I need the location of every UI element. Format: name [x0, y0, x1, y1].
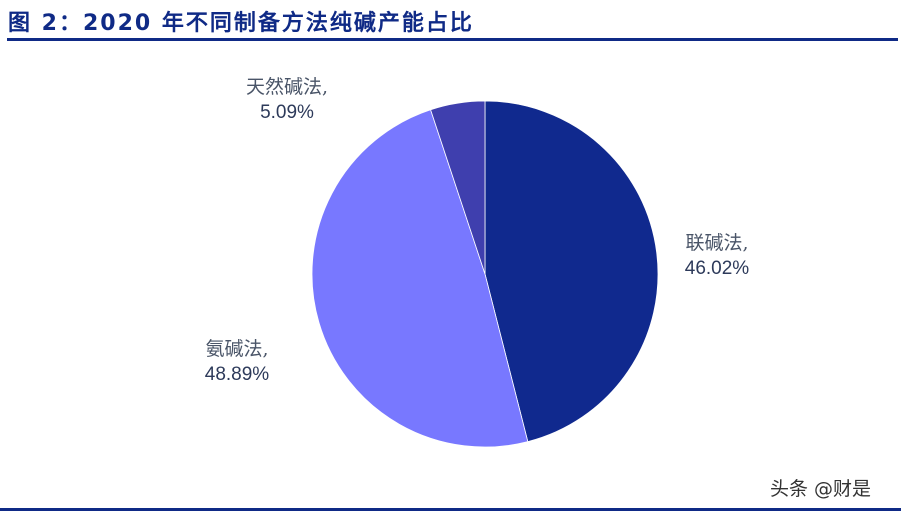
- title-divider: [7, 38, 898, 41]
- slice-label-percent: 5.09%: [260, 102, 314, 123]
- slice-label-percent: 48.89%: [204, 364, 270, 385]
- figure-title: 图 2：2020 年不同制备方法纯碱产能占比: [8, 11, 474, 36]
- pie-slice-0: [484, 100, 659, 443]
- pie-slice-2: [430, 100, 486, 275]
- watermark: 头条 @财是: [770, 478, 872, 500]
- slice-label-tianranjian: 天然碱法, 5.09%: [222, 74, 352, 126]
- slice-label-name: 天然碱法,: [245, 76, 329, 98]
- slice-label-name: 联碱法,: [685, 232, 749, 254]
- bottom-divider: [0, 508, 901, 511]
- pie-slice-1: [311, 109, 529, 448]
- slice-label-lianjian: 联碱法, 46.02%: [652, 230, 782, 282]
- slice-label-percent: 46.02%: [684, 258, 750, 279]
- slice-label-name: 氨碱法,: [205, 338, 269, 360]
- slice-label-anjian: 氨碱法, 48.89%: [172, 336, 302, 388]
